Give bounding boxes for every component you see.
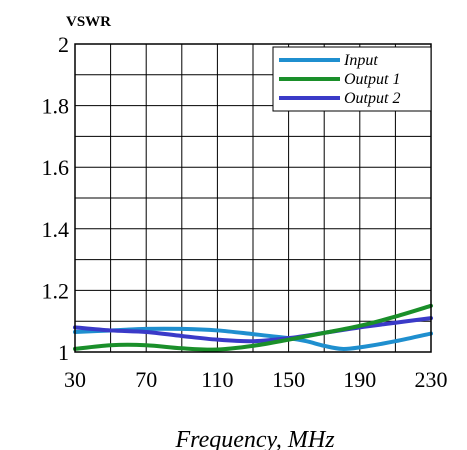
tick-labels: 30 70 110 150 190 230 1 1.2 1.4 1.6 1.8 2 [42, 32, 448, 392]
y-axis-label: VSWR [66, 14, 111, 30]
y-tick-label: 1.8 [42, 94, 70, 119]
x-tick-label: 110 [201, 367, 233, 392]
y-tick-label: 1.4 [42, 217, 70, 242]
x-tick-label: 190 [343, 367, 376, 392]
x-tick-label: 150 [272, 367, 305, 392]
x-tick-label: 230 [415, 367, 448, 392]
x-tick-label: 30 [64, 367, 86, 392]
x-tick-label: 70 [135, 367, 157, 392]
series-line-output-1 [73, 303, 433, 352]
series-line-output-2 [73, 316, 433, 344]
series-layer [73, 303, 433, 352]
legend-label: Output 1 [344, 71, 400, 88]
x-axis-label: Frequency, MHz [174, 427, 335, 450]
legend-label: Output 2 [344, 90, 400, 107]
y-tick-label: 1.6 [42, 155, 70, 180]
plot-border [74, 43, 432, 353]
y-tick-label: 2 [58, 32, 69, 57]
y-tick-label: 1 [58, 340, 69, 365]
legend-label: Input [343, 52, 378, 69]
y-tick-label: 1.2 [42, 278, 70, 303]
legend: Input Output 1 Output 2 [272, 46, 432, 112]
